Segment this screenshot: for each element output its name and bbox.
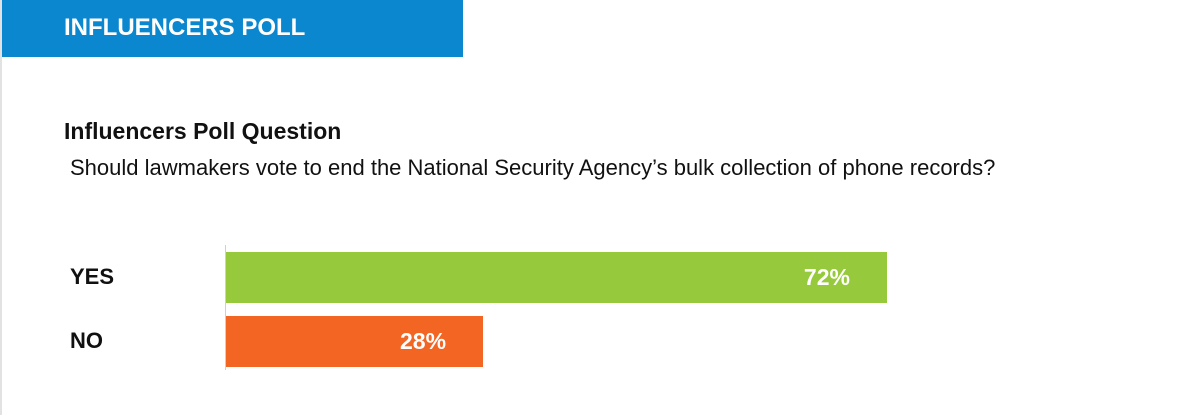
header-bar: INFLUENCERS POLL [2,0,463,57]
bar [226,252,887,303]
bar [226,316,484,367]
value-label: 72% [803,264,850,290]
header-title: INFLUENCERS POLL [64,14,306,41]
category-label: YES [70,264,115,289]
question: Should lawmakers vote to end the Nationa… [70,155,996,180]
category-label: NO [70,328,103,353]
axis-line [225,245,226,370]
value-label: 28% [399,328,447,354]
chart-title: Influencers Poll Question [64,118,342,144]
